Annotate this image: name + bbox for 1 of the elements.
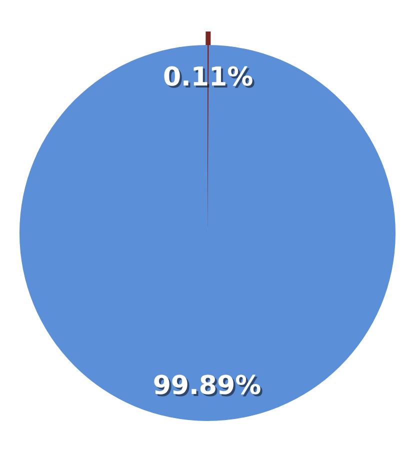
data-label: 99.89% bbox=[154, 372, 264, 403]
